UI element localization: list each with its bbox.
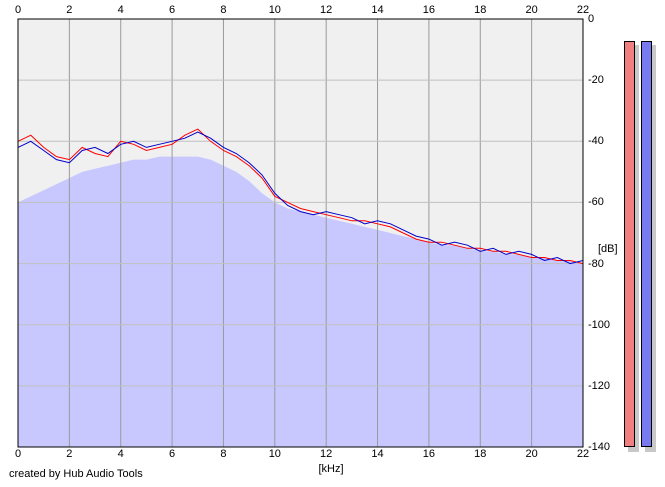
x-tick-label-bottom: 2 [66, 448, 73, 460]
x-tick-label-top: 14 [371, 4, 384, 16]
x-tick-label-top: 10 [268, 4, 281, 16]
x-tick-label-top: 2 [66, 4, 73, 16]
x-tick-label-top: 12 [320, 4, 333, 16]
x-tick-label-top: 4 [117, 4, 124, 16]
x-tick-label-bottom: 6 [169, 448, 176, 460]
x-tick-label-bottom: 18 [474, 448, 487, 460]
y-tick-label: -20 [588, 74, 604, 87]
y-tick-label: -80 [588, 257, 604, 270]
x-tick-label-top: 6 [169, 4, 176, 16]
x-tick-label-top: 22 [576, 4, 590, 16]
x-tick-label-bottom: 16 [422, 448, 436, 460]
x-tick-label-bottom: 20 [525, 448, 538, 460]
spectrum-fill-area [18, 156, 583, 447]
x-tick-label-bottom: 14 [371, 448, 384, 460]
x-tick-label-top: 20 [525, 4, 538, 16]
x-tick-label-bottom: 10 [268, 448, 281, 460]
y-tick-label: -40 [588, 135, 604, 148]
x-tick-label-bottom: 8 [220, 448, 227, 460]
y-tick-label: -120 [588, 379, 611, 392]
right-channel-level-meter [641, 41, 652, 447]
y-tick-label: -140 [588, 441, 611, 453]
x-tick-label-bottom: 12 [320, 448, 333, 460]
plot-frame [17, 18, 584, 448]
y-tick-label: 0 [588, 13, 595, 25]
y-tick-label: -100 [588, 318, 611, 331]
x-tick-label-bottom: 0 [14, 448, 22, 460]
x-tick-label-top: 0 [14, 4, 22, 16]
spectrum-line-channel-2 [17, 131, 584, 265]
left-channel-level-meter [624, 41, 635, 447]
x-tick-label-top: 18 [474, 4, 487, 16]
y-tick-label: -60 [588, 196, 604, 209]
credit-text: created by Hub Audio Tools [9, 468, 143, 480]
spectrum-line-channel-1 [17, 128, 584, 265]
x-tick-label-top: 16 [422, 4, 436, 16]
y-axis-unit-label: [dB] [598, 243, 618, 255]
x-tick-label-bottom: 22 [576, 448, 590, 460]
x-tick-label-top: 8 [220, 4, 227, 16]
x-tick-label-bottom: 4 [117, 448, 124, 460]
x-axis-unit-label: [kHz] [318, 463, 344, 475]
